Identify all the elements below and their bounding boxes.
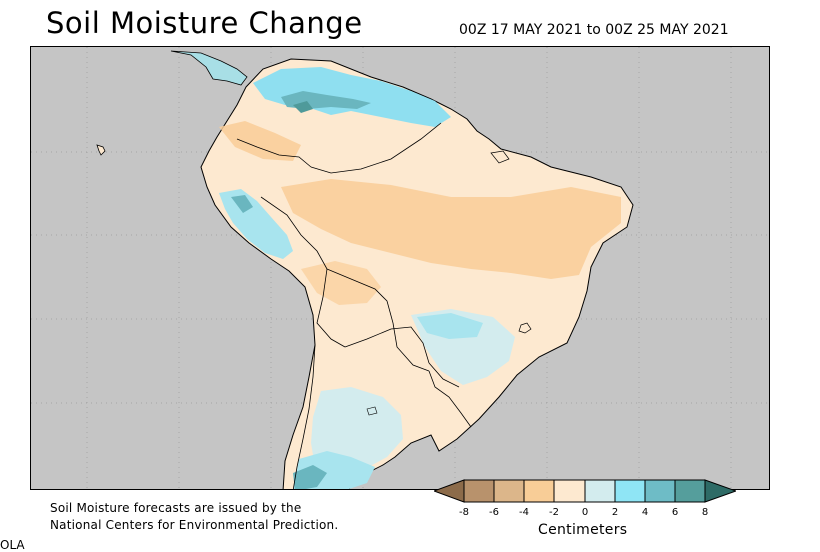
island-marker	[366, 406, 378, 416]
country-borders	[236, 122, 472, 489]
legend-tick: 0	[581, 507, 589, 518]
legend-unit-label: Centimeters	[538, 522, 628, 538]
legend-bin-4	[553, 479, 586, 503]
forecast-date-range: 00Z 17 MAY 2021 to 00Z 25 MAY 2021	[459, 22, 729, 38]
legend-tick: -8	[459, 507, 469, 518]
central-america-landmass	[170, 50, 248, 86]
legend-tick: -4	[519, 507, 529, 518]
drying-zone-northwest	[219, 121, 301, 161]
wetting-zone-venezuela	[253, 67, 451, 127]
lake-marker-2	[490, 150, 510, 164]
wetting-zone-andes-strong	[231, 195, 253, 213]
caribbean-island	[96, 144, 106, 156]
footnote-line-1: Soil Moisture forecasts are issued by th…	[50, 501, 302, 515]
soil-moisture-map	[30, 46, 770, 490]
drying-zone-bolivia	[301, 261, 381, 305]
legend-tick: -6	[489, 507, 499, 518]
legend-bin-2	[493, 479, 525, 503]
legend-colorbar	[434, 479, 736, 503]
legend-bin-3	[523, 479, 555, 503]
legend-bin-below-min	[434, 479, 465, 503]
map-canvas	[31, 47, 769, 489]
wetting-zone-patagonia-strong	[293, 465, 327, 489]
corner-tag: OLA	[0, 538, 25, 552]
wetting-zone-andes	[219, 189, 293, 259]
wetting-zone-south-brazil-medium	[417, 313, 483, 339]
legend-tick: 6	[671, 507, 679, 518]
footnote: Soil Moisture forecasts are issued by th…	[50, 500, 338, 534]
legend-bin-6	[614, 479, 646, 503]
map-title: Soil Moisture Change	[46, 6, 363, 40]
legend-bin-8	[674, 479, 706, 503]
legend-bin-7	[644, 479, 676, 503]
footnote-line-2: National Centers for Environmental Predi…	[50, 518, 339, 532]
legend-tick: 4	[641, 507, 649, 518]
legend-bin-above-max	[704, 479, 736, 503]
legend-bin-1	[463, 479, 495, 503]
legend-tick: -2	[549, 507, 559, 518]
wetting-zone-venezuela-max	[293, 101, 313, 113]
drying-zone-amazon	[281, 179, 621, 279]
lake-marker	[518, 322, 532, 334]
south-america-landmass	[200, 58, 634, 489]
legend-bin-5	[584, 479, 616, 503]
legend-tick: 2	[611, 507, 619, 518]
legend-tick: 8	[701, 507, 709, 518]
